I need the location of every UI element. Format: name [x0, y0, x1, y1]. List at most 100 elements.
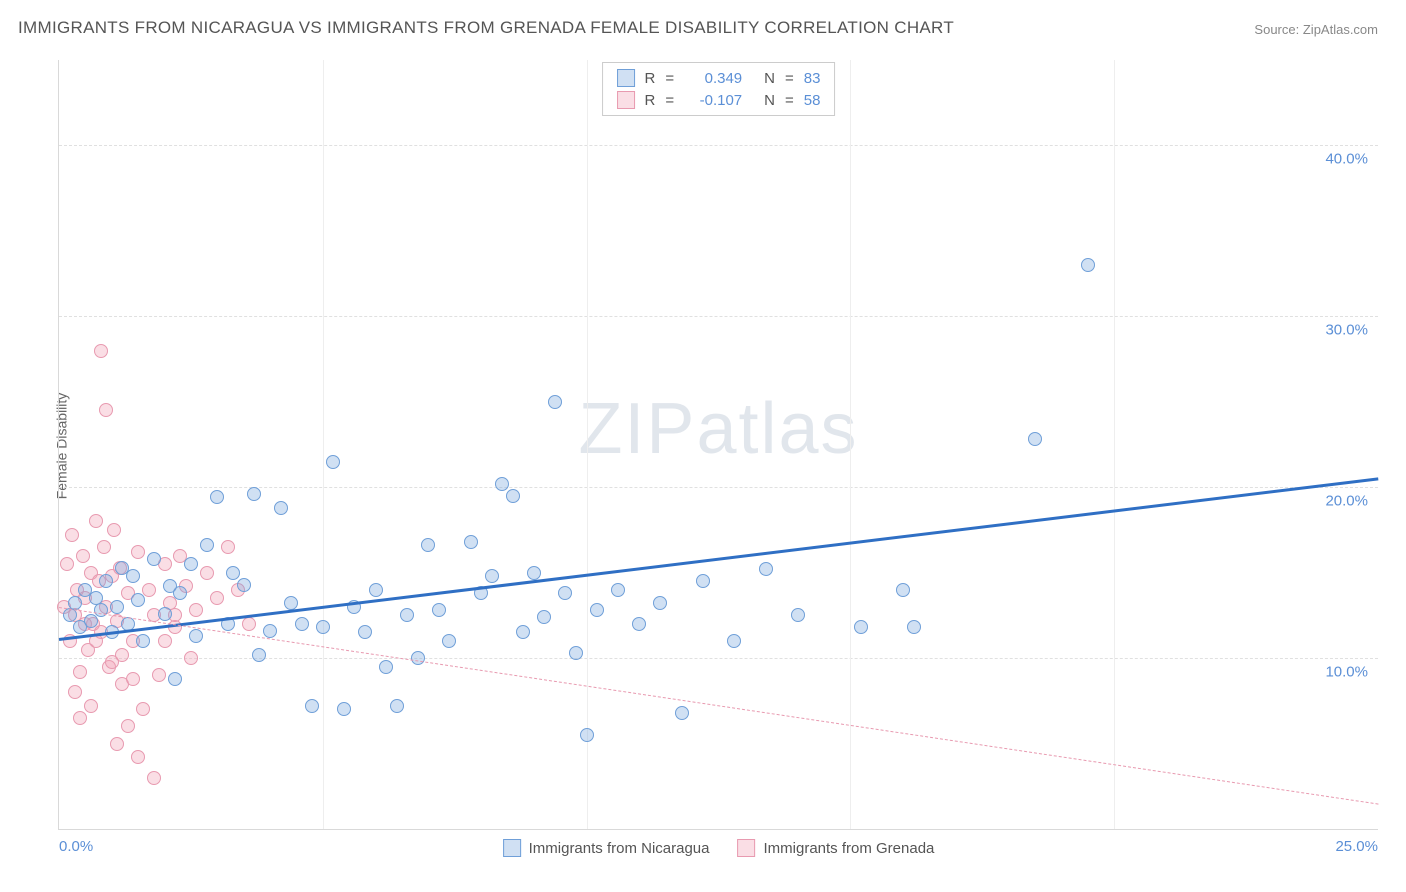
data-point-nicaragua	[84, 614, 98, 628]
data-point-nicaragua	[442, 634, 456, 648]
data-point-nicaragua	[131, 593, 145, 607]
data-point-grenada	[142, 583, 156, 597]
watermark-a: ZIP	[578, 389, 696, 469]
data-point-nicaragua	[168, 672, 182, 686]
eq: =	[785, 70, 794, 87]
data-point-grenada	[136, 702, 150, 716]
data-point-grenada	[121, 719, 135, 733]
data-point-grenada	[89, 514, 103, 528]
swatch-grenada	[617, 91, 635, 109]
scatter-plot-area: ZIPatlas R = 0.349 N = 83 R = -0.107 N =…	[58, 60, 1378, 830]
data-point-nicaragua	[63, 608, 77, 622]
swatch-nicaragua	[617, 69, 635, 87]
data-point-grenada	[65, 528, 79, 542]
data-point-nicaragua	[727, 634, 741, 648]
data-point-nicaragua	[548, 395, 562, 409]
gridline-vertical	[1114, 60, 1115, 829]
data-point-grenada	[68, 685, 82, 699]
data-point-nicaragua	[189, 629, 203, 643]
data-point-grenada	[76, 549, 90, 563]
data-point-grenada	[94, 344, 108, 358]
data-point-grenada	[158, 634, 172, 648]
data-point-nicaragua	[580, 728, 594, 742]
data-point-nicaragua	[263, 624, 277, 638]
data-point-nicaragua	[274, 501, 288, 515]
data-point-nicaragua	[110, 600, 124, 614]
data-point-nicaragua	[173, 586, 187, 600]
data-point-nicaragua	[558, 586, 572, 600]
legend-stats-row-2: R = -0.107 N = 58	[617, 91, 821, 109]
data-point-grenada	[73, 711, 87, 725]
data-point-nicaragua	[226, 566, 240, 580]
data-point-grenada	[97, 540, 111, 554]
data-point-nicaragua	[464, 535, 478, 549]
data-point-nicaragua	[158, 607, 172, 621]
data-point-grenada	[210, 591, 224, 605]
eq: =	[665, 70, 674, 87]
data-point-nicaragua	[485, 569, 499, 583]
data-point-nicaragua	[295, 617, 309, 631]
gridline-horizontal	[59, 316, 1378, 317]
data-point-nicaragua	[537, 610, 551, 624]
data-point-grenada	[110, 737, 124, 751]
watermark: ZIPatlas	[578, 388, 858, 470]
data-point-nicaragua	[590, 603, 604, 617]
data-point-grenada	[131, 750, 145, 764]
data-point-grenada	[147, 771, 161, 785]
eq: =	[665, 92, 674, 109]
legend-item-nicaragua: Immigrants from Nicaragua	[503, 839, 710, 857]
data-point-nicaragua	[400, 608, 414, 622]
source-attribution: Source: ZipAtlas.com	[1254, 22, 1378, 37]
data-point-grenada	[115, 648, 129, 662]
data-point-grenada	[200, 566, 214, 580]
data-point-grenada	[221, 540, 235, 554]
data-point-nicaragua	[379, 660, 393, 674]
gridline-horizontal	[59, 145, 1378, 146]
data-point-nicaragua	[337, 702, 351, 716]
data-point-nicaragua	[358, 625, 372, 639]
y-tick-label: 30.0%	[1325, 322, 1368, 339]
gridline-vertical	[850, 60, 851, 829]
data-point-nicaragua	[791, 608, 805, 622]
data-point-nicaragua	[316, 620, 330, 634]
data-point-nicaragua	[252, 648, 266, 662]
data-point-nicaragua	[200, 538, 214, 552]
legend-item-grenada: Immigrants from Grenada	[738, 839, 935, 857]
data-point-grenada	[99, 403, 113, 417]
n-label: N	[764, 92, 775, 109]
data-point-nicaragua	[136, 634, 150, 648]
y-tick-label: 40.0%	[1325, 151, 1368, 168]
data-point-grenada	[60, 557, 74, 571]
data-point-nicaragua	[759, 562, 773, 576]
data-point-nicaragua	[675, 706, 689, 720]
n-value-nicaragua: 83	[804, 70, 821, 87]
data-point-nicaragua	[527, 566, 541, 580]
eq: =	[785, 92, 794, 109]
data-point-nicaragua	[569, 646, 583, 660]
n-label: N	[764, 70, 775, 87]
data-point-nicaragua	[432, 603, 446, 617]
data-point-nicaragua	[411, 651, 425, 665]
data-point-grenada	[107, 523, 121, 537]
swatch-nicaragua-icon	[503, 839, 521, 857]
data-point-nicaragua	[653, 596, 667, 610]
legend-label-nicaragua: Immigrants from Nicaragua	[529, 840, 710, 857]
data-point-nicaragua	[326, 455, 340, 469]
r-value-nicaragua: 0.349	[684, 70, 742, 87]
data-point-nicaragua	[237, 578, 251, 592]
data-point-nicaragua	[305, 699, 319, 713]
data-point-nicaragua	[369, 583, 383, 597]
data-point-nicaragua	[696, 574, 710, 588]
data-point-nicaragua	[1028, 432, 1042, 446]
data-point-nicaragua	[147, 552, 161, 566]
data-point-nicaragua	[99, 574, 113, 588]
r-label: R	[645, 70, 656, 87]
chart-title: IMMIGRANTS FROM NICARAGUA VS IMMIGRANTS …	[18, 18, 954, 38]
watermark-b: atlas	[696, 389, 858, 469]
data-point-nicaragua	[247, 487, 261, 501]
x-tick-label: 0.0%	[59, 838, 93, 855]
gridline-vertical	[323, 60, 324, 829]
source-value: ZipAtlas.com	[1303, 22, 1378, 37]
data-point-nicaragua	[126, 569, 140, 583]
data-point-grenada	[242, 617, 256, 631]
